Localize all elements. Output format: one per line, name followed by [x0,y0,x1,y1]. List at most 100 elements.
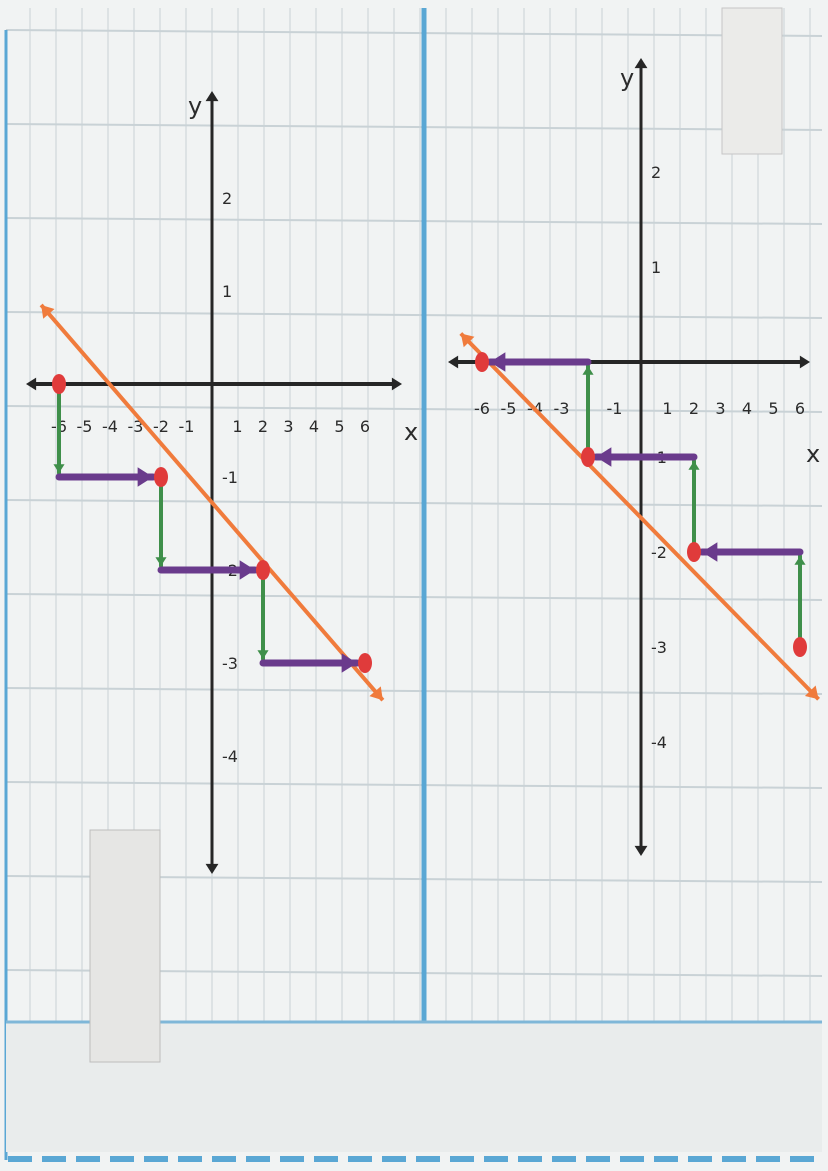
x-axis-label: x [806,440,820,468]
data-point [154,467,168,487]
y-tick-label: -2 [651,543,667,562]
grid-line-horizontal [5,29,823,37]
border-dash [756,1156,780,1162]
x-axis-left-arrow [448,355,459,369]
border-dash [246,1156,270,1162]
border-dash [654,1156,678,1162]
data-point [581,447,595,467]
x-tick-label: -4 [102,417,118,436]
border-dash [42,1156,66,1162]
border-dash [586,1156,610,1162]
x-tick-label: 2 [258,417,268,436]
x-tick-label: -3 [554,399,570,418]
x-axis-right-arrow [391,377,402,391]
x-tick-label: 4 [309,417,319,436]
data-point [793,637,807,657]
x-tick-label: 2 [689,399,699,418]
grid-line-horizontal [5,405,823,413]
paper-tab-right [721,7,783,155]
run-arrow-head [137,467,153,487]
x-tick-label: -2 [153,417,169,436]
border-dash [280,1156,304,1162]
data-point [687,542,701,562]
border-dash [790,1156,814,1162]
y-tick-label: -3 [222,654,238,673]
data-point [475,352,489,372]
x-axis-label: x [404,418,418,446]
y-axis-top-arrow [205,91,219,102]
x-tick-label: 6 [360,417,370,436]
x-tick-label: -5 [77,417,93,436]
grid-line-horizontal [5,781,823,789]
border-dash [348,1156,372,1162]
grid-lines [5,8,823,1022]
x-tick-label: -5 [501,399,517,418]
y-axis-top-arrow [634,58,648,69]
run-arrow-head [596,447,612,467]
grid-line-horizontal [5,123,823,131]
x-tick-label: 5 [768,399,778,418]
y-axis-label: y [620,64,634,92]
graphed-line [39,303,385,702]
y-tick-label: 2 [222,189,232,208]
data-point [358,653,372,673]
graphed-line-start-arrow [460,333,475,348]
paper-tab-left [89,829,161,1063]
border-dash [688,1156,712,1162]
x-tick-label: -6 [474,399,490,418]
y-tick-label: 2 [651,163,661,182]
x-tick-label: 1 [662,399,672,418]
x-tick-label: -1 [179,417,195,436]
y-axis-bottom-arrow [634,845,648,856]
x-tick-label: 4 [742,399,752,418]
rise-arrow-head [257,650,269,659]
x-tick-label: 3 [283,417,293,436]
y-axis-bottom-arrow [205,863,219,874]
y-tick-label: 1 [222,282,232,301]
rise-arrow-head [582,366,594,375]
grid-line-horizontal [5,593,823,601]
border-dash [8,1156,32,1162]
data-point [256,560,270,580]
graphed-line-end-arrow [369,686,383,701]
run-arrow-head [490,352,506,372]
y-tick-label: -4 [651,733,667,752]
graphed-line-start-arrow [41,304,55,319]
border-dash [450,1156,474,1162]
bottom-dashed-border [8,1156,814,1162]
grid-line-horizontal [5,311,823,319]
border-dash [76,1156,100,1162]
border-dash [178,1156,202,1162]
run-arrow-head [239,560,255,580]
y-tick-label: -4 [222,747,238,766]
rise-arrow-head [53,464,65,473]
rise-arrow-head [155,557,167,566]
x-tick-label: -1 [607,399,623,418]
run-arrow-head [341,653,357,673]
border-dash [620,1156,644,1162]
x-tick-label: 1 [232,417,242,436]
y-tick-label: -1 [222,468,238,487]
run-arrow-head [702,542,718,562]
border-dash [382,1156,406,1162]
border-dash [552,1156,576,1162]
y-tick-label: -3 [651,638,667,657]
border-dash [484,1156,508,1162]
grid-line-horizontal [5,499,823,507]
border-dash [722,1156,746,1162]
x-axis-right-arrow [799,355,810,369]
y-axis-label: y [188,92,202,120]
x-axis-left-arrow [26,377,37,391]
border-dash [518,1156,542,1162]
rise-arrow-head [688,461,700,470]
border-dash [212,1156,236,1162]
x-tick-label: 5 [334,417,344,436]
x-tick-label: 3 [715,399,725,418]
grid-line-horizontal [5,687,823,695]
grid-line-horizontal [5,217,823,225]
data-point [52,374,66,394]
y-tick-label: 1 [651,258,661,277]
